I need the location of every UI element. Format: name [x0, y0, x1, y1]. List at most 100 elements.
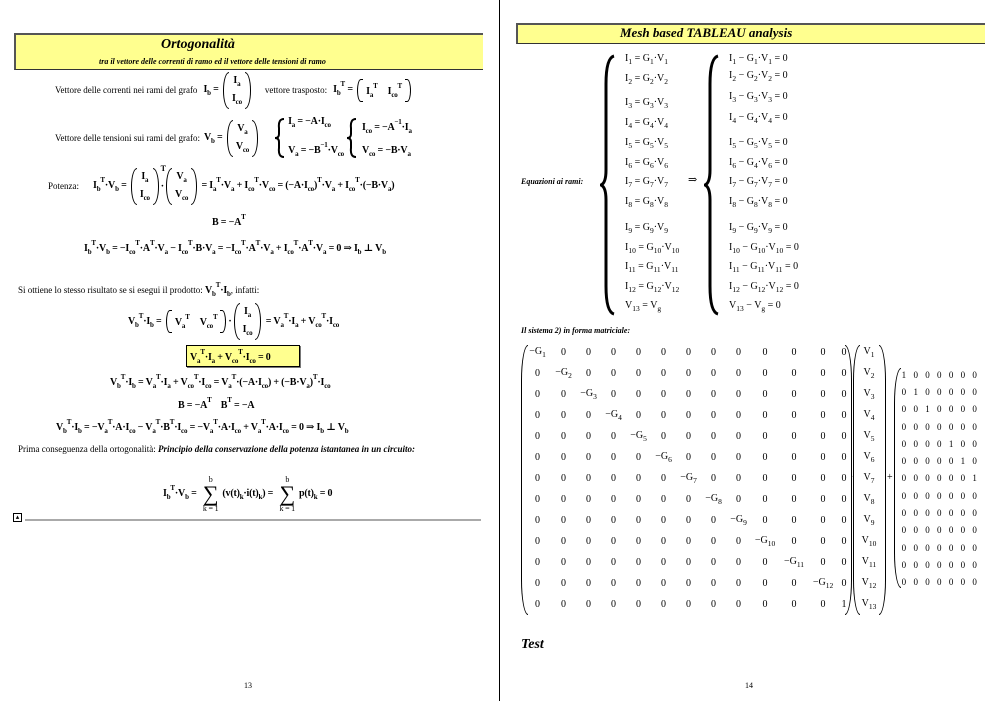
- sigma-icon: ∑: [202, 481, 219, 506]
- vector-cell: V_{5}: [863, 430, 875, 443]
- matrix-cell: 0: [686, 494, 691, 505]
- matrix-cell: 0: [636, 599, 641, 610]
- matrix-cell: 0: [925, 456, 930, 467]
- matrix-cell: 0: [820, 410, 826, 421]
- matrix-cell: 0: [925, 473, 930, 484]
- collapse-region-icon[interactable]: ▴: [13, 513, 22, 522]
- vector-cell: V_{10}: [861, 535, 877, 548]
- sum-upper-limit: b: [208, 475, 213, 484]
- matrix-cell: −G_{4}: [605, 409, 622, 422]
- math-text: V_{b}^{T}·I_{b} = −V_{a}^{T}·A·I_{co} − …: [56, 418, 349, 435]
- matrix-cell: 0: [686, 389, 691, 400]
- matrix-cell: 0: [561, 536, 566, 547]
- matrix-cell: 0: [925, 438, 930, 449]
- matrix-cell: 0: [791, 452, 797, 463]
- matrix-cell: 0: [661, 536, 666, 547]
- math-text: ·: [160, 180, 164, 192]
- matrix-cell: 0: [686, 536, 691, 547]
- matrix-cell: 0: [636, 473, 641, 484]
- matrix-cell: 0: [901, 421, 907, 432]
- matrix-cell: 0: [586, 557, 591, 568]
- matrix-cell: 0: [535, 536, 540, 547]
- matrix-cell: 0: [636, 515, 641, 526]
- matrix-cell: 0: [686, 452, 691, 463]
- matrix-cell: 0: [972, 490, 977, 501]
- matrix-cell: I_{co}: [231, 92, 242, 106]
- consequence-label: Prima conseguenza della ortogonalità:: [18, 444, 158, 454]
- matrix-cell: 0: [611, 452, 616, 463]
- left-brace-icon: [600, 54, 615, 316]
- matrix-cell: 0: [762, 368, 768, 379]
- matrix-cell: 0: [913, 542, 918, 553]
- branch-equation-zero: I_{6} − G_{4}·V_{6} = 0: [729, 157, 788, 170]
- b-relations: B = −A^{T} B^{T} = −A: [178, 396, 255, 411]
- matrix-cell: 0: [686, 515, 691, 526]
- branch-equation-zero: I_{5} − G_{5}·V_{5} = 0: [729, 137, 788, 150]
- left-paren: [357, 78, 364, 102]
- matrix-cell: I_{a}: [244, 306, 252, 319]
- matrix-cell: 0: [711, 557, 716, 568]
- same-result-suffix: , infatti:: [230, 285, 260, 295]
- matrix-cell: 0: [611, 368, 616, 379]
- matrix-cell: 0: [611, 389, 616, 400]
- matrix-cell: 0: [561, 452, 566, 463]
- matrix-cell: 0: [901, 438, 907, 449]
- matrix-cell: 0: [913, 525, 918, 536]
- vector-cell: V_{12}: [861, 577, 877, 590]
- matrix-cell: 0: [820, 494, 826, 505]
- dot-operator: ·: [850, 472, 854, 483]
- matrix-cell: 0: [535, 410, 540, 421]
- branch-equation: I_{8} = G_{8}·V_{8}: [625, 196, 669, 209]
- matrix-cell: 0: [661, 473, 666, 484]
- math-text: B = −A^{T} B^{T} = −A: [178, 396, 255, 411]
- branch-equation: I_{1} = G_{1}·V_{1}: [625, 53, 669, 66]
- left-brace-icon: [346, 118, 357, 158]
- matrix-cell: 0: [820, 347, 826, 358]
- math-text: I_{co} = −A^{−1}·I_{a}: [361, 118, 412, 135]
- matrix-cell: 0: [972, 456, 977, 467]
- matrix-cell: 0: [925, 542, 930, 553]
- matrix-body: I_{a} I_{co}: [240, 303, 256, 340]
- matrix-cell: 0: [586, 494, 591, 505]
- page-title-tableau: Mesh based TABLEAU analysis: [620, 25, 793, 40]
- matrix-cell: 0: [925, 490, 930, 501]
- matrix-cell: 0: [937, 438, 942, 449]
- transposed-equation: I_{b}^{T} = I_{a}^{T} I_{co}^{T}: [333, 78, 413, 102]
- matrix-cell: 0: [948, 542, 954, 553]
- sigma-icon: ∑: [279, 481, 295, 506]
- math-text: I_{b}^{T}·V_{b} = −I_{co}^{T}·A^{T}·V_{a…: [84, 239, 386, 256]
- same-result-math: V_{b}^{T}·I_{b}: [205, 281, 231, 298]
- title-box-tableau: Mesh based TABLEAU analysis: [516, 23, 985, 44]
- matrix-cell: 0: [762, 515, 768, 526]
- system-1-eq-2: V_{a} = −B^{−1}·V_{co}: [288, 135, 344, 164]
- matrix-cell: 0: [972, 369, 977, 380]
- matrix-cell: 0: [925, 559, 930, 570]
- matrix-cell: 0: [586, 515, 591, 526]
- matrix-cell: 0: [535, 389, 540, 400]
- matrix-cell: 0: [972, 542, 977, 553]
- right-paren: [252, 119, 259, 157]
- power-row: Potenza: I_{b}^{T}·V_{b} = I_{a} I_{co} T ·…: [48, 164, 395, 208]
- matrix-cell: 0: [561, 347, 566, 358]
- matrix-cell: 0: [611, 473, 616, 484]
- branch-equation: I_{4} = G_{4}·V_{4}: [625, 117, 669, 130]
- math-text: ·: [228, 315, 232, 327]
- vector-cell: V_{6}: [863, 451, 875, 464]
- matrix-cell: 0: [901, 525, 907, 536]
- conductance-matrix: −G_{1} 0 0 0 0 0 0 0 0 0 0 0 0 0 −G_{2} 0 0 0 0 0 0 0 0 0 0 0 0 0 −G…: [524, 342, 851, 615]
- matrix-cell: 0: [791, 368, 797, 379]
- matrix-cell: 1: [901, 369, 907, 380]
- matrix-cell: 0: [636, 452, 641, 463]
- matrix-cell: 0: [711, 389, 716, 400]
- region-rule: [25, 519, 481, 521]
- orthogonality-equation-2: V_{b}^{T}·I_{b} = −V_{a}^{T}·A·I_{co} − …: [56, 418, 349, 435]
- matrix-cell: 0: [960, 542, 966, 553]
- test-heading: Test: [521, 637, 544, 652]
- matrix-cell: 0: [661, 578, 666, 589]
- matrix-cell: 0: [901, 456, 907, 467]
- matrix-cell: 0: [686, 557, 691, 568]
- left-brace-icon: [275, 118, 285, 158]
- matrix-body: I_{a} I_{co}: [137, 168, 153, 205]
- currents-equation: I_{b} = I_{a} I_{co}: [203, 71, 252, 109]
